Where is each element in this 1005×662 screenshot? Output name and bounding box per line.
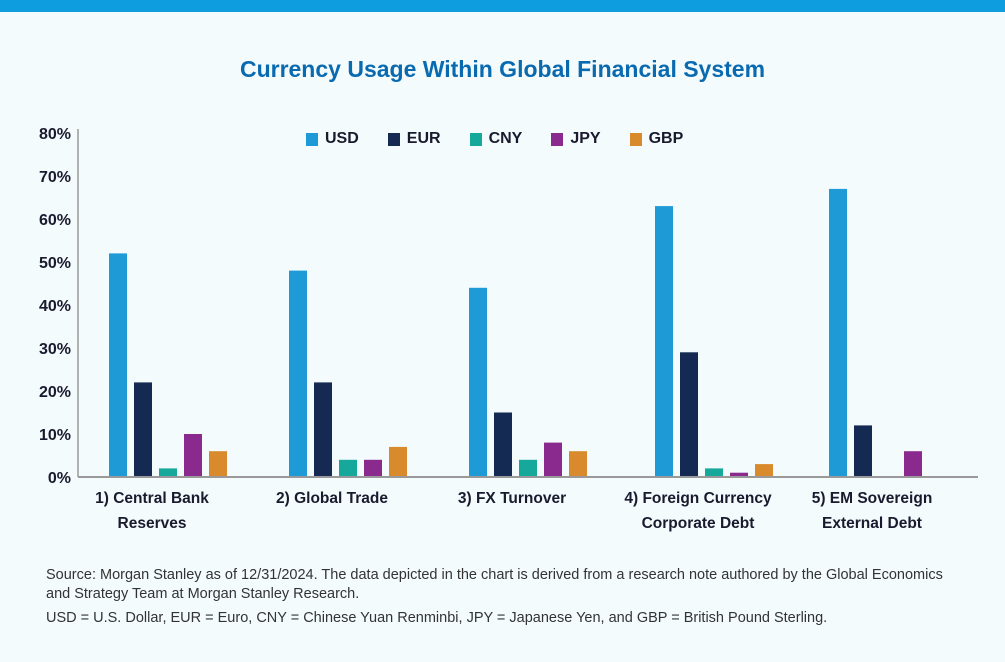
- x-category-label: 5) EM Sovereign: [812, 490, 933, 507]
- bar-usd: [109, 253, 127, 477]
- top-accent-bar: [0, 0, 1005, 12]
- bar-jpy: [184, 434, 202, 477]
- x-category-label: Reserves: [118, 515, 187, 532]
- bar-eur: [314, 382, 332, 477]
- source-note: Source: Morgan Stanley as of 12/31/2024.…: [46, 567, 943, 602]
- bar-usd: [655, 206, 673, 477]
- x-category-label: Corporate Debt: [642, 515, 755, 532]
- x-category-label: 4) Foreign Currency: [624, 490, 772, 507]
- bar-eur: [854, 425, 872, 477]
- legend-item-jpy: JPY: [551, 130, 601, 148]
- y-tick-label: 40%: [39, 298, 71, 315]
- bar-eur: [680, 352, 698, 477]
- bar-jpy: [364, 459, 382, 477]
- bar-eur: [494, 412, 512, 477]
- legend-swatch: [469, 132, 482, 146]
- legend-item-gbp: GBP: [629, 130, 684, 148]
- bar-jpy: [544, 442, 562, 477]
- legend-swatch: [306, 132, 318, 146]
- y-tick-label: 30%: [39, 341, 71, 358]
- chart-title: Currency Usage Within Global Financial S…: [239, 56, 766, 82]
- y-tick-label: 60%: [39, 212, 71, 229]
- bar-cny: [159, 468, 177, 477]
- legend-label: GBP: [648, 130, 684, 147]
- legend-item-cny: CNY: [469, 130, 523, 148]
- bar-gbp: [209, 451, 227, 477]
- legend-swatch: [551, 132, 564, 146]
- bar-usd: [469, 287, 487, 477]
- bar-gbp: [389, 446, 407, 477]
- bar-gbp: [755, 464, 773, 477]
- legend-label: EUR: [406, 130, 441, 147]
- y-tick-label: 70%: [39, 169, 71, 186]
- bar-cny: [339, 459, 357, 477]
- bar-jpy: [904, 451, 922, 477]
- y-tick-label: 0%: [48, 470, 71, 487]
- y-tick-label: 20%: [39, 384, 71, 401]
- bar-eur: [134, 382, 152, 477]
- bar-chart: 0% 10% 20% 30% 40% 50% 60% 70% 80% 1) Central Ban…: [39, 126, 978, 532]
- legend-label: CNY: [488, 130, 523, 147]
- legend-item-eur: EUR: [387, 130, 441, 148]
- legend-swatch: [629, 132, 642, 146]
- x-category-label: 1) Central Bank: [95, 490, 209, 507]
- legend-swatch: [387, 132, 400, 146]
- y-tick-label: 50%: [39, 255, 71, 272]
- bar-cny: [705, 468, 723, 477]
- bar-usd: [289, 270, 307, 477]
- legend-item-usd: USD: [306, 130, 359, 148]
- y-tick-label: 80%: [39, 126, 71, 143]
- legend-label: USD: [325, 130, 359, 147]
- abbreviation-note: USD = U.S. Dollar, EUR = Euro, CNY = Chi…: [46, 610, 828, 626]
- bar-cny: [519, 459, 537, 477]
- legend-label: JPY: [570, 130, 601, 147]
- chart-legend: USD EUR CNY JPY GBP: [306, 130, 712, 148]
- x-category-label: External Debt: [822, 515, 922, 532]
- bar-usd: [829, 188, 847, 477]
- x-category-label: 2) Global Trade: [276, 490, 388, 507]
- bar-gbp: [569, 451, 587, 477]
- bar-jpy: [730, 472, 748, 477]
- y-tick-label: 10%: [39, 427, 71, 444]
- x-category-label: 3) FX Turnover: [458, 490, 566, 507]
